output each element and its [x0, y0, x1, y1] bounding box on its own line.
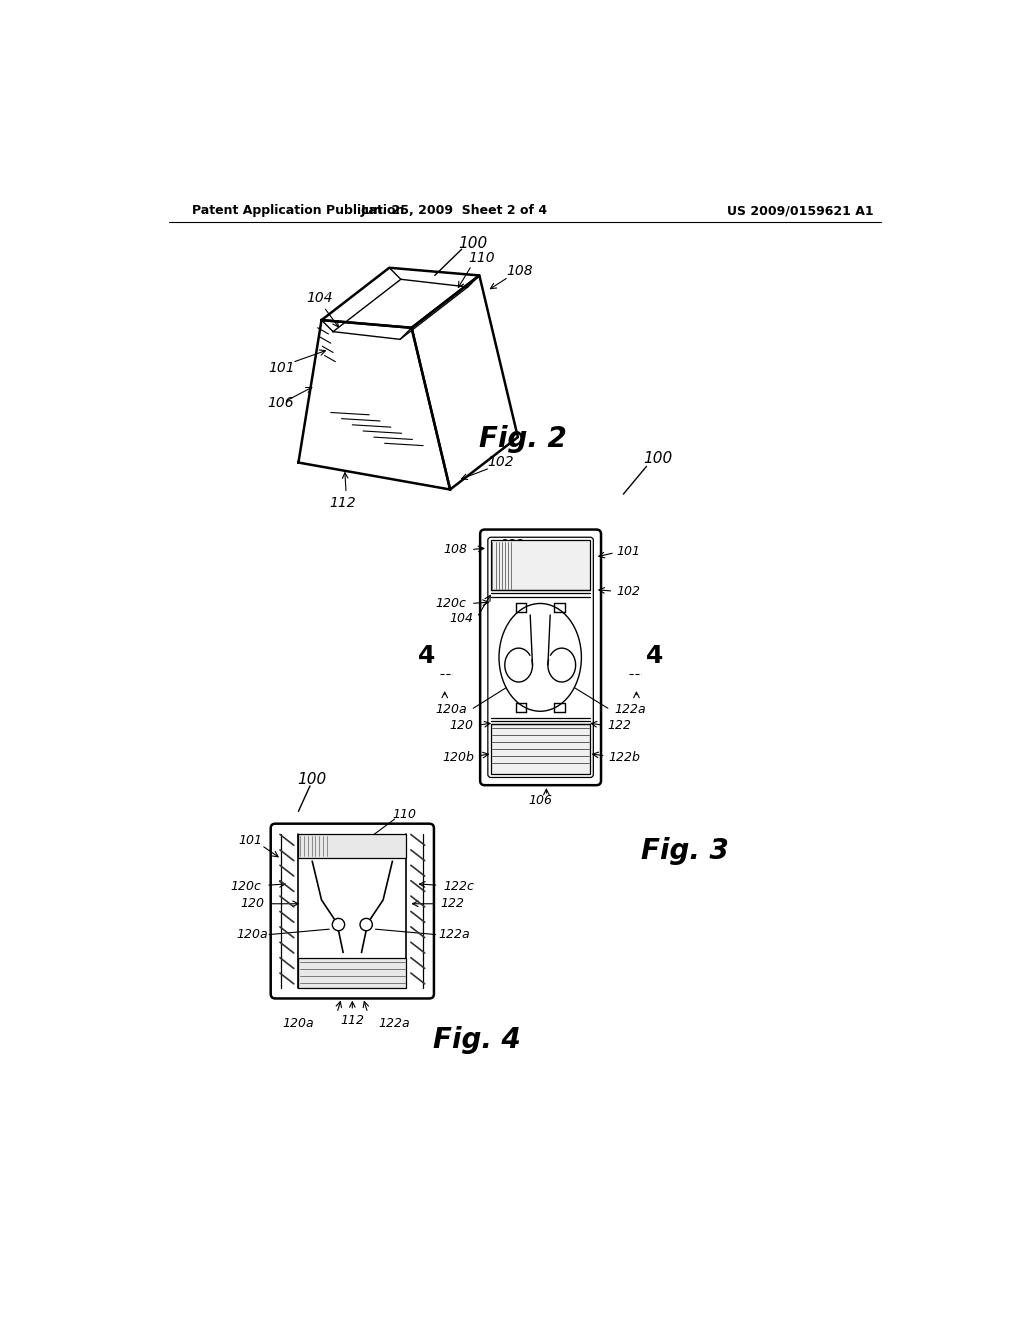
Bar — [298, 834, 407, 858]
Text: 120a: 120a — [237, 928, 268, 941]
Text: 122a: 122a — [438, 928, 470, 941]
Bar — [298, 958, 407, 987]
Bar — [490, 725, 590, 775]
Text: 110: 110 — [468, 251, 495, 265]
Text: 101: 101 — [239, 834, 263, 847]
Text: 120: 120 — [450, 718, 474, 731]
Text: 4: 4 — [645, 644, 663, 668]
Text: 108: 108 — [443, 543, 468, 556]
Text: 102: 102 — [616, 585, 641, 598]
Text: Fig. 3: Fig. 3 — [641, 837, 729, 866]
Text: 122b: 122b — [608, 751, 640, 764]
Text: Jun. 25, 2009  Sheet 2 of 4: Jun. 25, 2009 Sheet 2 of 4 — [360, 205, 548, 218]
Text: Fig. 4: Fig. 4 — [433, 1026, 521, 1055]
FancyBboxPatch shape — [270, 824, 434, 998]
Text: 120a: 120a — [435, 704, 467, 717]
Text: 4: 4 — [419, 644, 435, 668]
Circle shape — [333, 919, 345, 931]
Text: 120a: 120a — [283, 1016, 314, 1030]
Text: 122: 122 — [607, 718, 632, 731]
Text: 101: 101 — [616, 545, 641, 557]
Text: 100: 100 — [459, 235, 487, 251]
Text: Patent Application Publication: Patent Application Publication — [193, 205, 404, 218]
Text: 122a: 122a — [379, 1016, 411, 1030]
Text: 110: 110 — [392, 808, 417, 821]
Text: 104: 104 — [450, 612, 474, 626]
Text: 106: 106 — [267, 396, 294, 411]
Text: 120b: 120b — [442, 751, 474, 764]
Text: 100: 100 — [643, 451, 673, 466]
Text: 108: 108 — [506, 264, 532, 277]
Text: 122: 122 — [440, 898, 465, 911]
FancyBboxPatch shape — [480, 529, 601, 785]
Text: 101: 101 — [268, 360, 295, 375]
Bar — [490, 540, 590, 590]
Text: 120c: 120c — [230, 879, 261, 892]
Circle shape — [360, 919, 373, 931]
Text: 122a: 122a — [614, 704, 646, 717]
Text: US 2009/0159621 A1: US 2009/0159621 A1 — [727, 205, 873, 218]
Text: 120: 120 — [241, 898, 264, 911]
Ellipse shape — [499, 603, 582, 711]
Text: 122c: 122c — [443, 879, 474, 892]
Text: 120c: 120c — [435, 597, 466, 610]
Text: 100: 100 — [298, 772, 327, 787]
Text: Fig. 2: Fig. 2 — [479, 425, 567, 454]
Text: 122c: 122c — [500, 539, 531, 552]
FancyBboxPatch shape — [487, 537, 593, 777]
Text: 112: 112 — [340, 1014, 365, 1027]
Text: 112: 112 — [330, 495, 356, 510]
Text: 106: 106 — [528, 795, 552, 807]
Text: 104: 104 — [306, 290, 333, 305]
Text: 102: 102 — [487, 455, 514, 469]
